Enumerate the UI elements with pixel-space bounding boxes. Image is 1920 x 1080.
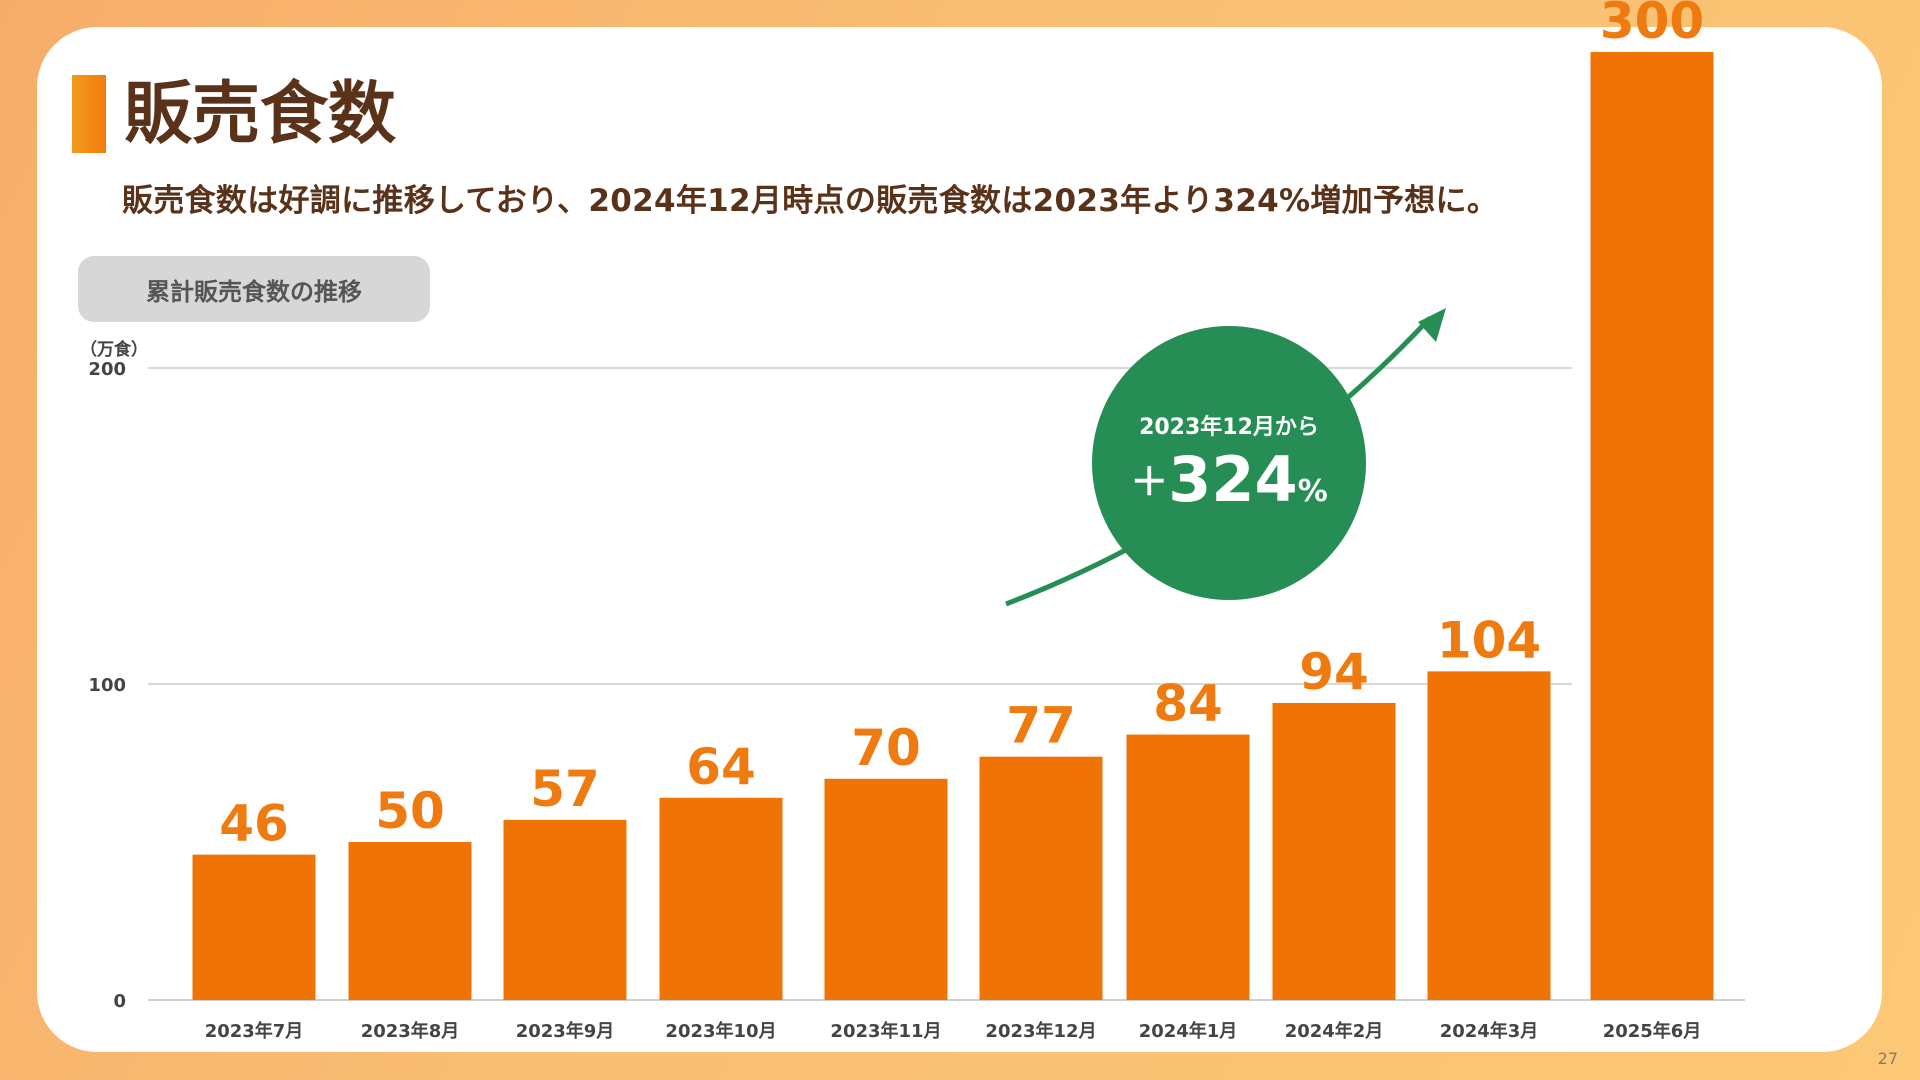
bar: [503, 819, 627, 1000]
x-tick-label: 2023年8月: [361, 1020, 460, 1042]
page-title: 販売食数: [124, 75, 397, 154]
growth-callout-circle: 2023年12月から ＋324%: [1092, 326, 1366, 600]
bar-data-label: 300: [1600, 0, 1704, 50]
bar: [1590, 52, 1714, 1000]
bar: [979, 756, 1103, 1000]
chart-label-badge: 累計販売食数の推移: [78, 256, 430, 322]
bar-data-label: 46: [219, 795, 289, 853]
growth-arrow-head: [1418, 308, 1446, 342]
bar-data-label: 104: [1437, 611, 1541, 669]
y-tick-label: 0: [113, 991, 126, 1012]
slide-card: [37, 27, 1882, 1052]
page-subtitle: 販売食数は好調に推移しており、2024年12月時点の販売食数は2023年より32…: [122, 183, 1499, 219]
x-tick-label: 2023年10月: [665, 1020, 776, 1042]
bar-data-label: 57: [530, 760, 600, 818]
bar-data-label: 70: [851, 719, 921, 777]
page-number: 27: [1877, 1049, 1898, 1068]
bar: [192, 854, 316, 1000]
bar: [1272, 702, 1396, 1000]
y-tick-label: 200: [88, 359, 126, 380]
bar: [824, 778, 948, 1000]
y-tick-label: 100: [88, 675, 126, 696]
callout-value: ＋324%: [1130, 449, 1328, 511]
callout-plus: ＋: [1130, 460, 1169, 504]
bar-data-label: 50: [375, 782, 445, 840]
bar-data-label: 77: [1006, 697, 1076, 755]
x-tick-label: 2023年9月: [516, 1020, 615, 1042]
x-tick-label: 2023年12月: [985, 1020, 1096, 1042]
callout-number: 324: [1168, 443, 1298, 516]
bar: [659, 797, 783, 1000]
x-tick-label: 2024年2月: [1285, 1020, 1384, 1042]
callout-caption: 2023年12月から: [1139, 415, 1319, 440]
x-tick-label: 2023年11月: [830, 1020, 941, 1042]
x-tick-label: 2024年1月: [1139, 1020, 1238, 1042]
bar-data-label: 84: [1153, 675, 1223, 733]
bar-data-label: 94: [1299, 643, 1369, 701]
x-tick-label: 2025年6月: [1603, 1020, 1702, 1042]
bar-data-label: 64: [686, 738, 756, 796]
y-unit-label: （万食）: [80, 339, 148, 360]
bar: [348, 842, 472, 1000]
x-tick-label: 2023年7月: [205, 1020, 304, 1042]
x-tick-label: 2024年3月: [1440, 1020, 1539, 1042]
callout-unit: %: [1297, 474, 1328, 509]
bar: [1427, 671, 1551, 1000]
title-accent-bar: [72, 75, 106, 153]
bar: [1126, 734, 1250, 1000]
